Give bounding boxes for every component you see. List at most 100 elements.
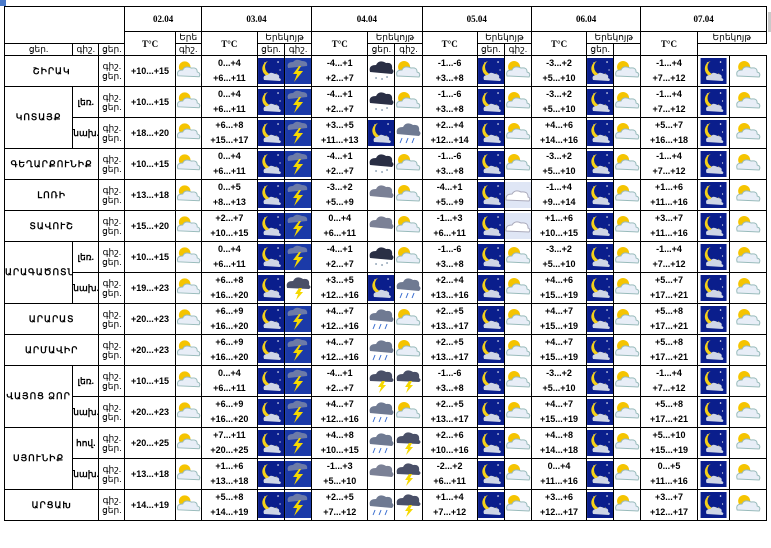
weather-icon-cell xyxy=(256,458,286,490)
partly-sunny-icon xyxy=(176,120,200,146)
header-sub-row-2: ցեր. գիշ. ցեր. գիշ. ցեր. գիշ. ցեր. գիշ. ցեր. գիշ.… xyxy=(3,43,767,56)
partly-sunny-icon xyxy=(176,337,200,363)
partly-sunny-icon xyxy=(615,461,640,487)
day-temperature: +13...+16 xyxy=(430,290,469,300)
day-temperature: +15...+20 xyxy=(131,220,170,231)
weather-icon-cell xyxy=(613,334,642,366)
night-temperature: +5...+8 xyxy=(654,399,683,409)
night-label: գիշ. xyxy=(102,433,122,443)
temperature-cell: +10...+15 xyxy=(124,241,176,273)
night-temperature: +7...+11 xyxy=(213,430,246,440)
weather-icon-cell xyxy=(613,303,642,335)
weather-icon-cell xyxy=(476,86,505,118)
temperature-cell: -2...+2 +6...+11 xyxy=(421,458,478,490)
partly-sunny-icon xyxy=(176,275,200,301)
night-temperature: -1...+4 xyxy=(656,368,682,378)
night-temperature: +4...+6 xyxy=(545,120,574,130)
weather-icon-cell xyxy=(728,334,768,366)
moon-clouds-icon xyxy=(368,120,394,146)
region-name: ԱՐՄԱՎԻՐ xyxy=(3,334,100,366)
partly-sunny-icon xyxy=(615,399,640,425)
night-temperature: -4...+1 xyxy=(326,89,353,99)
day-label: ցեր. xyxy=(102,381,122,391)
day-temperature: +5...+10 xyxy=(542,383,576,393)
temperature-cell: +4...+7 +12...+16 xyxy=(311,396,369,428)
day-temperature: +20...+23 xyxy=(131,313,170,324)
partly-sunny-icon xyxy=(505,120,531,146)
weather-icon-cell xyxy=(367,365,396,397)
day-temperature: +16...+18 xyxy=(649,135,688,145)
partly-sunny-icon xyxy=(396,244,421,270)
day-temperature: +5...+10 xyxy=(542,73,576,83)
night-day-labels: գիշ. ցեր. xyxy=(98,148,126,180)
moon-clouds-icon xyxy=(478,306,504,332)
region-name: ՎԱՅՈՑ ՁՈՐ xyxy=(3,365,74,428)
day-sub-header: ցեր. xyxy=(367,43,396,56)
temperature-cell: 0...+4 +6...+11 xyxy=(200,148,258,180)
moon-clouds-icon xyxy=(587,461,613,487)
temperature-cell: 0...+4 +6...+11 xyxy=(200,365,258,397)
night-temperature: -1...-6 xyxy=(437,244,462,254)
forecast-row: ԱՐԱԳԱԾՈՏՆ լեռ. գիշ. ցեր. +10...+15 0...+4 +6..… xyxy=(3,241,768,304)
day-temperature: +20...+23 xyxy=(131,406,170,417)
partly-sunny-icon xyxy=(615,275,640,301)
partly-sunny-icon xyxy=(505,337,531,363)
temperature-cell: -3...+2 +5...+10 xyxy=(530,365,588,397)
night-label: գիշ. xyxy=(102,340,122,350)
weather-icon-cell xyxy=(476,489,505,521)
temperature-cell: -3...+2 +5...+10 xyxy=(530,55,588,87)
partly-sunny-icon xyxy=(615,89,640,115)
night-temperature: +5...+7 xyxy=(654,275,683,285)
day-temperature: +12...+16 xyxy=(320,321,359,331)
temperature-cell: +5...+8 +17...+21 xyxy=(640,303,698,335)
night-temperature: +5...+10 xyxy=(652,430,686,440)
night-temperature: -1...+4 xyxy=(656,89,682,99)
weather-icon-cell xyxy=(613,241,642,273)
partly-sunny-icon xyxy=(730,337,765,363)
weather-icon-cell xyxy=(394,427,423,459)
day-temperature: +10...+15 xyxy=(210,228,249,238)
weather-icon-cell xyxy=(503,427,532,459)
day-temperature: +20...+23 xyxy=(131,344,170,355)
moon-clouds-icon xyxy=(478,151,504,177)
night-temperature: -3...+2 xyxy=(546,58,572,68)
rain-cloud-icon xyxy=(369,492,394,518)
day-temperature: +7...+12 xyxy=(652,166,686,176)
weather-icon-cell xyxy=(503,210,532,242)
moon-clouds-icon xyxy=(587,492,613,518)
night-temperature: +1...+6 xyxy=(545,213,574,223)
temperature-cell: +2...+5 +13...+17 xyxy=(421,334,478,366)
partly-sunny-icon xyxy=(176,89,200,115)
weather-icon-cell xyxy=(174,396,202,428)
day-sub-header: ցեր. xyxy=(586,43,615,56)
thunderstorm-icon xyxy=(285,58,311,84)
night-temperature: -2...+2 xyxy=(436,461,463,471)
weather-icon-cell xyxy=(696,272,730,304)
night-temperature: +4...+7 xyxy=(325,306,354,316)
cloudy-icon xyxy=(505,182,531,208)
weather-icon-cell xyxy=(586,427,615,459)
weather-icon-cell xyxy=(284,489,313,521)
temperature-cell: 0...+4 +6...+11 xyxy=(200,241,258,273)
day-temperature: +3...+8 xyxy=(435,73,464,83)
night-temperature: +3...+7 xyxy=(654,492,683,502)
forecast-row: նախ. գիշ. ցեր. +20...+23 +6...+9 +16...+20 +4.… xyxy=(5,396,768,428)
day-label: ցեր. xyxy=(102,474,122,484)
moon-clouds-icon xyxy=(258,492,284,518)
weather-icon-cell xyxy=(586,489,615,521)
day-temperature: +11...+16 xyxy=(650,228,688,238)
night-day-labels: գիշ. ցեր. xyxy=(98,179,126,211)
partly-sunny-icon xyxy=(730,306,765,332)
weather-icon-cell xyxy=(696,334,730,366)
night-temperature: -1...+4 xyxy=(656,58,682,68)
thunderstorm-icon xyxy=(285,430,311,456)
temperature-cell: -1...+4 +7...+12 xyxy=(640,148,698,180)
weather-icon-cell xyxy=(586,241,615,273)
temperature-cell: -3...+2 +5...+10 xyxy=(530,86,588,118)
weather-icon-cell xyxy=(174,55,202,87)
weather-icon-cell xyxy=(613,489,642,521)
weather-icon-cell xyxy=(696,489,730,521)
weather-icon-cell xyxy=(476,179,505,211)
corner-cell xyxy=(3,6,126,44)
day-temperature: +7...+12 xyxy=(652,259,686,269)
